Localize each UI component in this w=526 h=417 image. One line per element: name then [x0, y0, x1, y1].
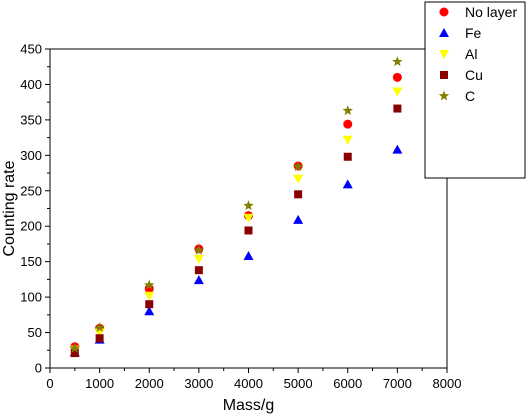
data-point-cu [95, 334, 104, 343]
x-tick-label: 8000 [433, 376, 462, 391]
legend: No layer Fe Al Cu C [424, 1, 526, 179]
data-point-al [243, 213, 254, 223]
x-tick-label: 0 [46, 376, 53, 391]
x-ticks: 0 1000 2000 3000 4000 5000 6000 7000 8000 [46, 368, 461, 391]
data-point-no-layer [343, 119, 353, 129]
data-point-c [144, 279, 155, 290]
data-point-fe [293, 214, 304, 224]
data-point-cu [343, 152, 352, 161]
legend-marker-no-layer [439, 7, 449, 17]
y-axis-label: Counting rate [1, 160, 18, 256]
y-tick-label: 200 [20, 219, 42, 234]
legend-marker-fe [439, 28, 449, 37]
y-tick-label: 0 [35, 361, 42, 376]
y-tick-label: 400 [20, 77, 42, 92]
data-point-c [243, 200, 254, 211]
data-point-c [392, 56, 403, 67]
data-point-al [342, 135, 353, 145]
x-tick-label: 5000 [284, 376, 313, 391]
data-point-cu [70, 349, 79, 358]
legend-box [424, 1, 526, 179]
axes [49, 48, 448, 369]
data-point-fe [243, 250, 254, 260]
x-tick-label: 3000 [184, 376, 213, 391]
y-tick-label: 300 [20, 148, 42, 163]
data-point-fe [144, 306, 155, 316]
data-point-fe [193, 275, 204, 285]
data-point-c [292, 161, 304, 172]
data-point-al [392, 87, 403, 97]
x-tick-label: 4000 [234, 376, 263, 391]
data-point-al [193, 254, 204, 264]
y-tick-label: 100 [20, 290, 42, 305]
x-axis-label: Mass/g [223, 397, 275, 414]
data-point-fe [392, 144, 403, 154]
data-point-c [69, 342, 81, 353]
data-point-c [193, 244, 205, 255]
y-tick-label: 350 [20, 112, 42, 127]
data-point-al [144, 291, 155, 301]
x-tick-label: 2000 [135, 376, 164, 391]
data-point-fe [342, 179, 353, 189]
y-tick-label: 250 [20, 183, 42, 198]
data-point-c [94, 322, 105, 333]
data-point-cu [294, 190, 303, 199]
legend-label-no-layer: No layer [465, 4, 517, 20]
x-tick-label: 6000 [333, 376, 362, 391]
legend-label-al: Al [465, 46, 477, 62]
legend-label-cu: Cu [465, 67, 483, 83]
data-points [69, 56, 403, 358]
data-point-al [293, 174, 304, 184]
legend-marker-cu [440, 71, 448, 79]
y-tick-label: 50 [28, 325, 42, 340]
legend-label-fe: Fe [465, 25, 482, 41]
x-tick-label: 7000 [383, 376, 412, 391]
legend-marker-c [438, 90, 450, 101]
plot-frame [49, 48, 448, 369]
data-point-no-layer [392, 72, 402, 82]
y-tick-label: 150 [20, 254, 42, 269]
legend-marker-al [439, 50, 449, 59]
data-point-cu [244, 226, 253, 235]
legend-label-c: C [465, 88, 475, 104]
data-point-cu [145, 300, 154, 309]
y-tick-label: 450 [20, 42, 42, 57]
data-point-cu [194, 266, 203, 275]
data-point-c [342, 105, 353, 116]
data-point-cu [393, 104, 402, 113]
x-tick-label: 1000 [85, 376, 114, 391]
y-ticks: 0 50 100 150 200 250 300 350 400 450 [20, 42, 50, 376]
